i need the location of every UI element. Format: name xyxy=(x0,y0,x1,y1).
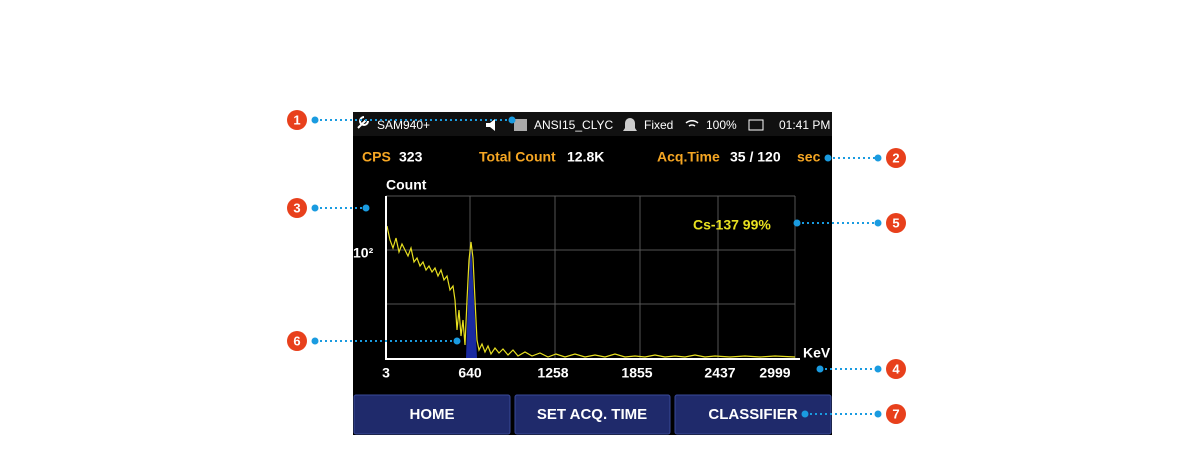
cps-label: CPS xyxy=(362,149,391,165)
total-label: Total Count xyxy=(479,149,556,165)
callout-number: 1 xyxy=(293,112,300,127)
callout-number: 7 xyxy=(892,406,899,421)
x-tick-label: 3 xyxy=(382,365,390,381)
callout-badge xyxy=(886,404,906,424)
callout-number: 2 xyxy=(892,150,899,165)
callout-number: 4 xyxy=(892,361,900,376)
set-acq-time-button[interactable] xyxy=(514,394,671,435)
callout-badge xyxy=(287,331,307,351)
device-screen xyxy=(353,112,832,435)
callout-number: 5 xyxy=(892,215,899,230)
time: 01:41 PM xyxy=(779,118,830,132)
bell-icon xyxy=(623,118,637,131)
callout-number: 3 xyxy=(293,200,300,215)
battery-icon xyxy=(748,119,764,131)
x-tick-label: 1855 xyxy=(621,365,652,381)
acq-label: Acq.Time xyxy=(657,149,720,165)
callout-badge xyxy=(287,110,307,130)
acq-value: 35 / 120 xyxy=(730,149,781,165)
spectrum-trace xyxy=(386,225,796,358)
cps-value: 323 xyxy=(399,149,423,165)
library-icon xyxy=(514,119,527,131)
callouts xyxy=(311,116,882,418)
callout-badge xyxy=(886,213,906,233)
battery: 100% xyxy=(706,118,737,132)
home-button-label[interactable]: HOME xyxy=(410,406,455,423)
identification: Cs-137 99% xyxy=(693,217,771,233)
library: ANSI15_CLYC xyxy=(534,118,613,132)
device-name: SAM940+ xyxy=(377,118,430,132)
classifier-button-label[interactable]: CLASSIFIER xyxy=(708,406,797,423)
wifi-icon xyxy=(685,119,699,127)
peak-region xyxy=(466,245,477,358)
mode: Fixed xyxy=(644,118,673,132)
y-tick: 10² xyxy=(353,245,374,261)
callout-badge xyxy=(886,148,906,168)
callout-badge xyxy=(886,359,906,379)
x-tick-label: 1258 xyxy=(537,365,568,381)
status-bar xyxy=(353,112,832,136)
callout-badge xyxy=(287,198,307,218)
acq-unit: sec xyxy=(797,149,821,165)
callout-number: 6 xyxy=(293,333,300,348)
set-acq-time-button-label[interactable]: SET ACQ. TIME xyxy=(537,406,647,423)
x-tick-label: 640 xyxy=(458,365,482,381)
speaker-icon xyxy=(486,119,495,131)
x-tick-label: 2437 xyxy=(704,365,735,381)
home-button[interactable] xyxy=(353,394,511,435)
x-unit: KeV xyxy=(803,345,831,361)
y-label: Count xyxy=(386,177,427,193)
total-value: 12.8K xyxy=(567,149,604,165)
x-tick-label: 2999 xyxy=(759,365,790,381)
wrench-icon xyxy=(357,116,369,129)
